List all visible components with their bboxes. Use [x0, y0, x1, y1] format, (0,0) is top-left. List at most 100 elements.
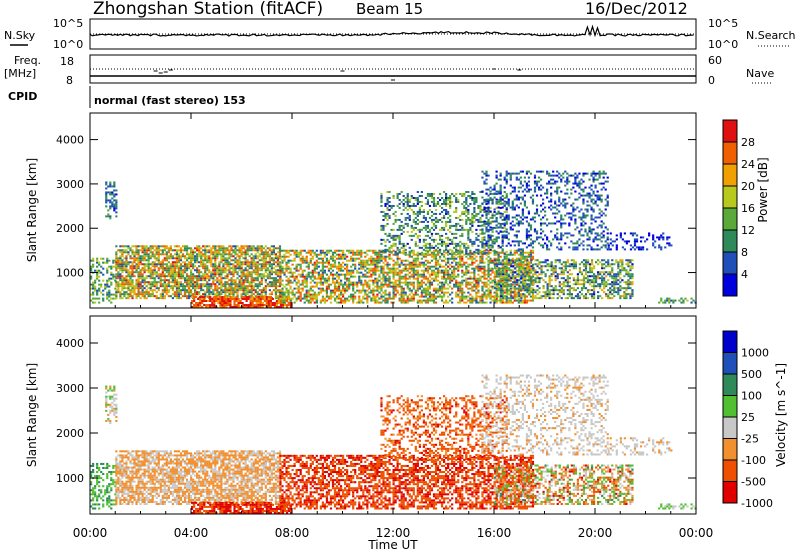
- power-cell: [94, 297, 97, 300]
- power-cell: [392, 244, 395, 247]
- power-cell: [179, 275, 183, 278]
- power-cell: [424, 263, 428, 266]
- power-cell: [270, 259, 273, 262]
- power-cell: [165, 265, 168, 268]
- power-cell: [410, 251, 413, 254]
- power-cell: [261, 306, 264, 308]
- power-cell: [153, 271, 156, 274]
- power-cell: [268, 259, 271, 262]
- power-cell: [457, 242, 460, 245]
- power-cell: [309, 297, 312, 300]
- power-cell: [519, 273, 522, 276]
- power-cell: [159, 275, 162, 278]
- power-cell: [248, 283, 251, 286]
- power-cell: [262, 263, 265, 266]
- power-cell: [270, 267, 273, 270]
- power-cell: [155, 281, 158, 284]
- power-cell: [414, 289, 417, 292]
- power-cell: [479, 279, 482, 282]
- power-cell: [491, 220, 494, 223]
- power-cell: [489, 234, 492, 237]
- power-cell: [531, 249, 535, 252]
- power-cell: [420, 263, 423, 266]
- power-cell: [366, 289, 369, 292]
- power-cell: [230, 285, 233, 288]
- power-cell: [392, 293, 395, 296]
- power-cell: [471, 214, 474, 217]
- power-cell: [463, 242, 466, 245]
- power-cell: [396, 251, 399, 254]
- power-cell: [228, 255, 231, 258]
- power-cell: [247, 296, 250, 299]
- power-cell: [181, 277, 185, 280]
- power-cell: [329, 273, 333, 276]
- power-cell: [447, 252, 450, 255]
- power-cell: [529, 275, 533, 278]
- power-cell: [139, 255, 142, 258]
- power-cell: [517, 257, 520, 260]
- power-cell: [173, 283, 177, 286]
- power-cell: [368, 287, 371, 290]
- power-cell: [202, 285, 205, 288]
- power-cell: [281, 265, 284, 268]
- power-cell: [489, 226, 492, 229]
- power-cell: [169, 265, 172, 268]
- power-cell: [113, 207, 116, 210]
- power-cell: [229, 296, 232, 299]
- power-cell: [344, 277, 347, 280]
- power-cell: [459, 228, 462, 231]
- power-cell: [159, 245, 162, 248]
- power-cell: [181, 285, 185, 288]
- power-cell: [406, 277, 409, 280]
- power-cell: [422, 295, 425, 298]
- power-cell: [424, 249, 428, 252]
- power-cell: [467, 291, 470, 294]
- power-cell: [313, 253, 316, 256]
- power-cell: [527, 265, 531, 268]
- power-cell: [368, 279, 371, 282]
- power-cell: [384, 291, 387, 294]
- nsky-panel: N.Sky 10^5 10^0 10^5 10^0 N.Search: [4, 17, 796, 51]
- power-cell: [135, 259, 138, 262]
- power-cell: [285, 255, 288, 258]
- power-cell: [469, 202, 472, 205]
- power-cell: [483, 261, 486, 264]
- power-cell: [305, 261, 308, 264]
- power-cell: [295, 255, 298, 258]
- power-cell: [149, 257, 152, 260]
- power-cell: [529, 251, 533, 254]
- power-cell: [155, 291, 158, 294]
- power-cell: [455, 283, 458, 286]
- power-cell: [127, 261, 130, 264]
- power-cell: [445, 301, 448, 304]
- power-cell: [471, 191, 474, 193]
- power-cell: [503, 265, 506, 268]
- power-cell: [382, 277, 385, 280]
- power-cell: [181, 261, 185, 264]
- power-cell: [266, 283, 269, 286]
- power-cell: [198, 283, 201, 286]
- power-cell: [440, 196, 444, 199]
- power-cell: [418, 273, 421, 276]
- power-cell: [264, 263, 267, 266]
- power-cell: [238, 257, 241, 260]
- power-cell: [187, 295, 191, 298]
- power-cell: [96, 297, 99, 300]
- power-cell: [483, 224, 486, 227]
- power-cell: [463, 228, 466, 231]
- power-cell: [360, 271, 363, 274]
- power-cell: [297, 295, 300, 298]
- power-cell: [333, 289, 337, 292]
- power-cell: [260, 275, 263, 278]
- power-cell: [471, 257, 474, 260]
- power-cell: [445, 194, 448, 197]
- power-cell: [221, 306, 224, 308]
- power-cell: [414, 198, 417, 201]
- power-cell: [285, 306, 289, 308]
- power-cell: [285, 299, 288, 302]
- power-cell: [260, 259, 263, 262]
- power-cell: [217, 302, 220, 305]
- power-cell: [386, 285, 389, 288]
- power-cell: [335, 289, 339, 292]
- power-cell: [165, 279, 168, 282]
